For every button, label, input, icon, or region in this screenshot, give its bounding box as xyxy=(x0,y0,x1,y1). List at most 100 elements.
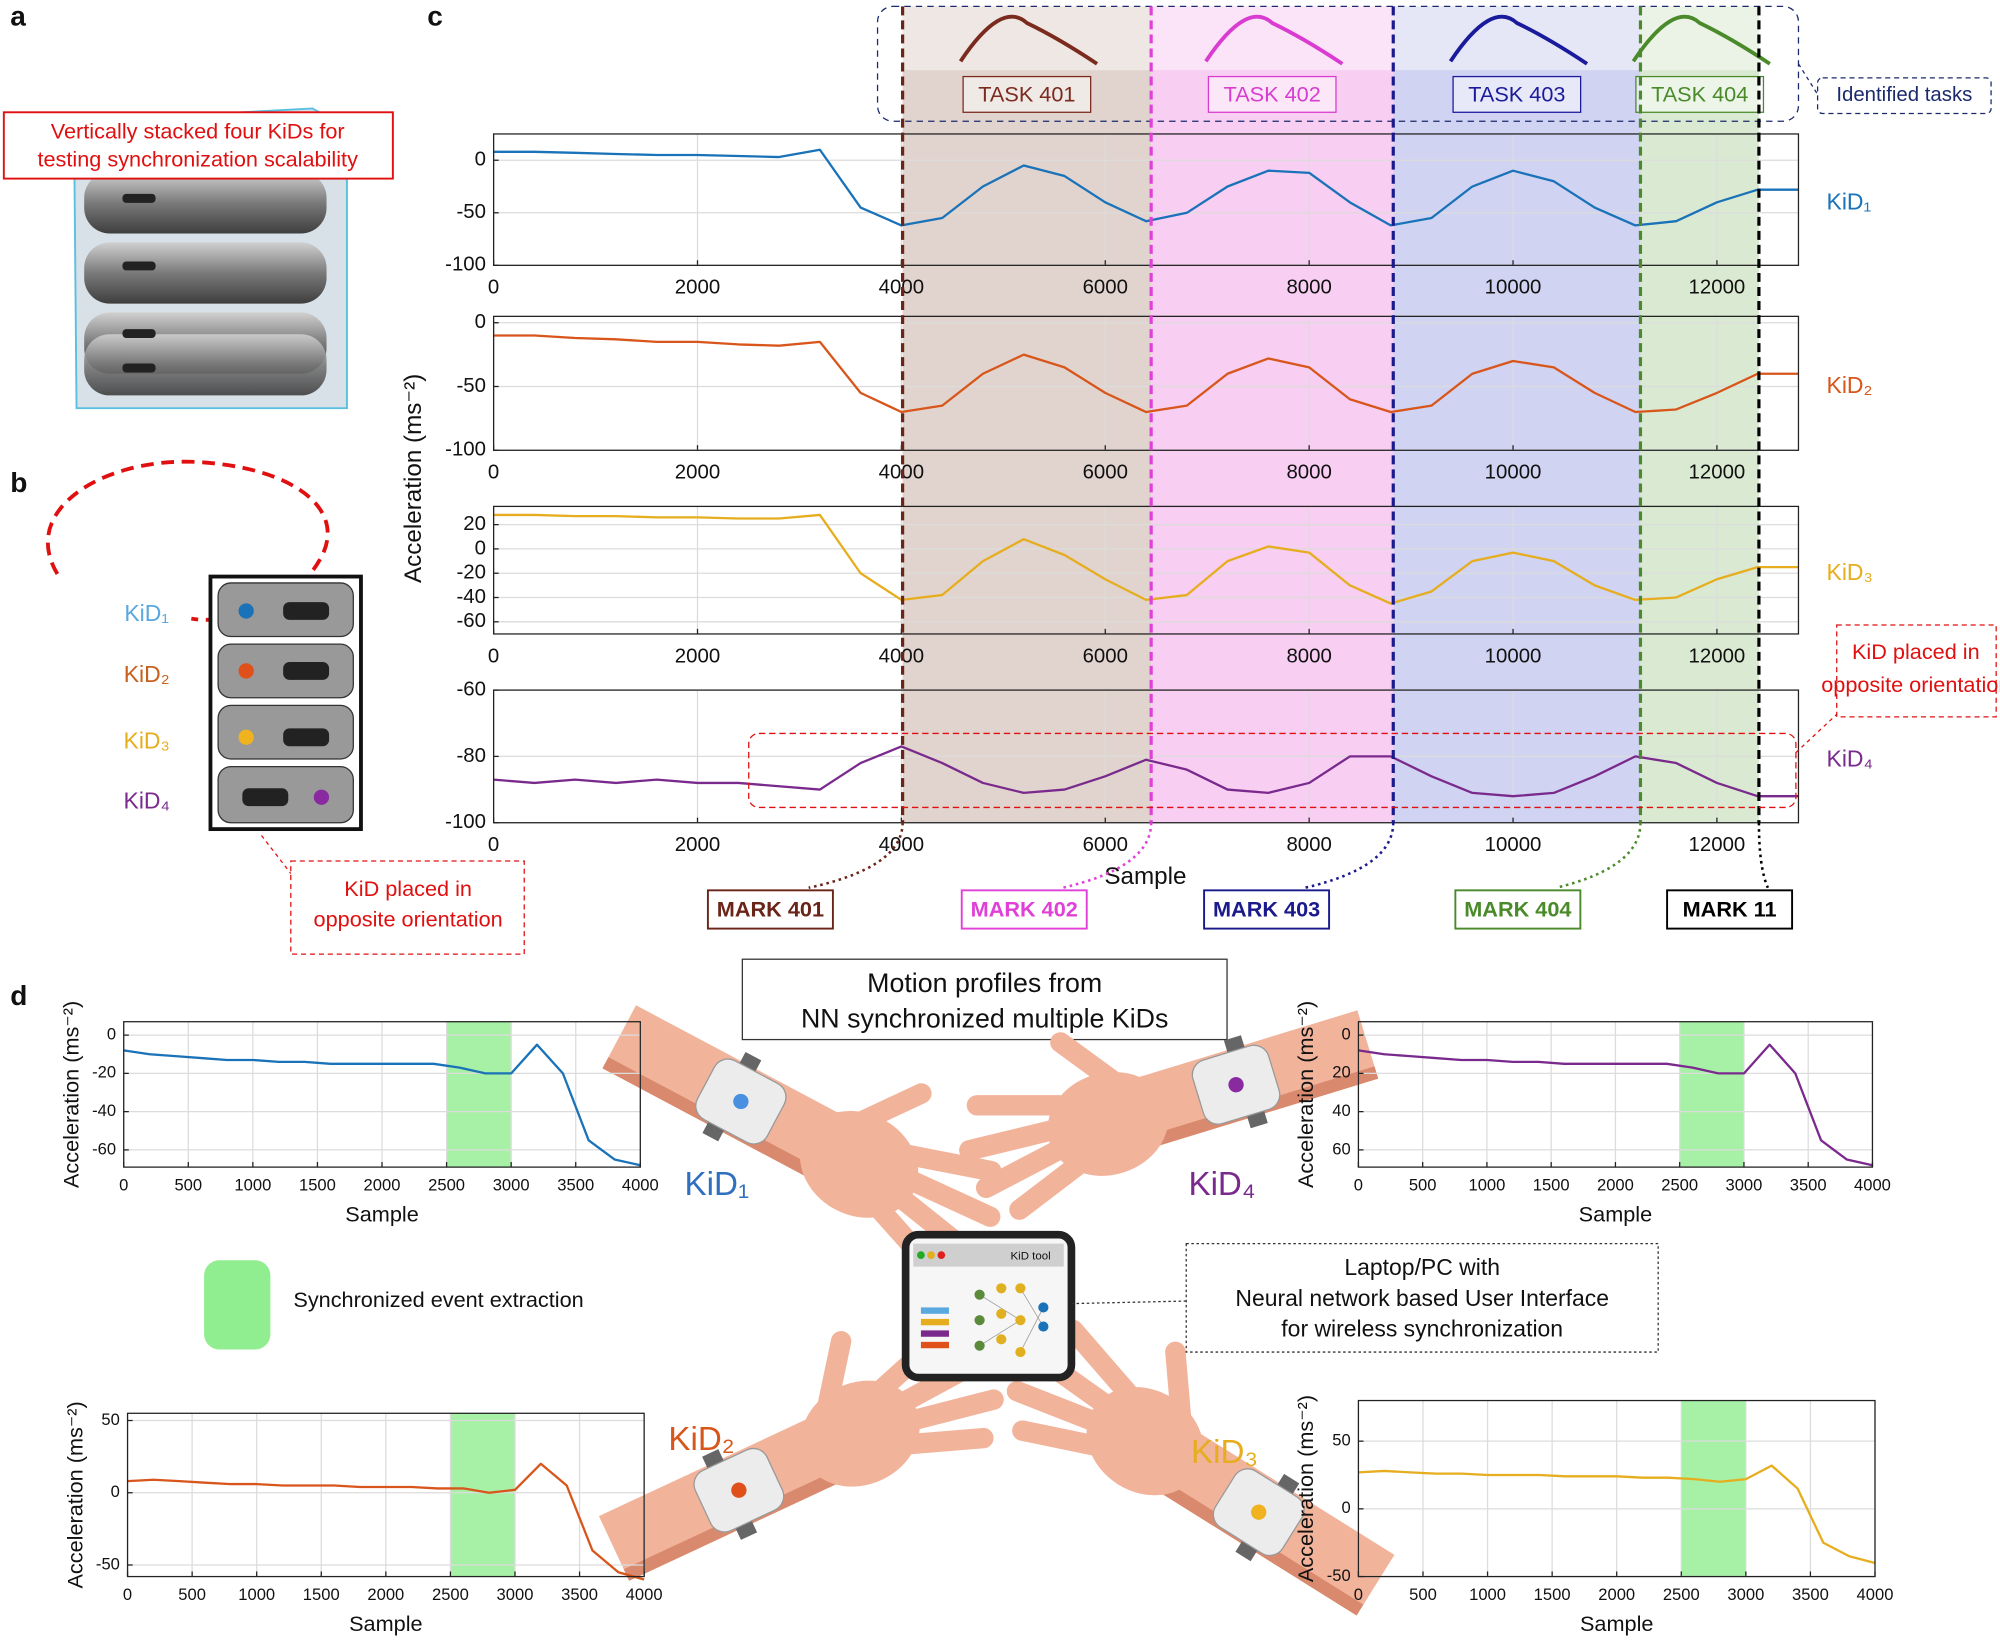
mark-connector xyxy=(1757,822,1770,889)
x-axis-label: Sample xyxy=(1104,863,1186,890)
kid-stack-illustration xyxy=(73,107,348,410)
task-label: TASK 401 xyxy=(978,81,1075,106)
series-label: KiD₃ xyxy=(1827,559,1873,585)
title: Motion profiles from xyxy=(867,968,1102,998)
series-label: KiD₄ xyxy=(1827,745,1873,771)
x-tick-label: 500 xyxy=(1409,1585,1437,1604)
x-tick-label: 1000 xyxy=(1468,1176,1505,1195)
task-curve xyxy=(958,14,1099,66)
x-tick-label: 10000 xyxy=(1485,645,1542,667)
y-tick-label: 50 xyxy=(1332,1431,1350,1450)
hand-kid4 xyxy=(947,957,1384,1219)
x-tick-label: 1000 xyxy=(238,1585,275,1604)
data-line xyxy=(493,334,1799,414)
x-tick-label: 3000 xyxy=(1725,1176,1762,1195)
x-tick-label: 8000 xyxy=(1286,645,1331,667)
x-tick-label: 6000 xyxy=(1083,645,1128,667)
tasks-label: Identified tasks xyxy=(1836,84,1972,106)
y-tick-label: -40 xyxy=(456,586,485,608)
x-tick-label: 10000 xyxy=(1485,462,1542,484)
x-tick-label: 1500 xyxy=(1533,1176,1570,1195)
legend-label: Synchronized event extraction xyxy=(293,1287,583,1312)
kid-label: KiD₃ xyxy=(124,727,170,753)
axes-frame xyxy=(1357,1021,1874,1168)
y-axis-label: Acceleration (ms⁻²) xyxy=(58,1001,83,1188)
annotation-connector xyxy=(260,835,297,881)
panel-letter: a xyxy=(10,0,26,31)
x-tick-label: 500 xyxy=(174,1176,202,1195)
highlight-band xyxy=(1679,1021,1744,1168)
mark-label: MARK 404 xyxy=(1464,896,1571,921)
y-tick-label: -60 xyxy=(92,1139,116,1158)
title: NN synchronized multiple KiDs xyxy=(801,1004,1168,1034)
x-tick-label: 12000 xyxy=(1689,462,1746,484)
x-tick-label: 4000 xyxy=(879,834,924,856)
x-axis-label: Sample xyxy=(349,1611,422,1636)
x-tick-label: 1000 xyxy=(234,1176,271,1195)
highlight-band xyxy=(446,1021,512,1168)
y-tick-label: -50 xyxy=(456,375,485,397)
annotation: testing synchronization scalability xyxy=(37,146,358,171)
y-tick-label: 0 xyxy=(475,311,486,333)
tasks-label-box xyxy=(1816,77,1992,115)
x-tick-label: 8000 xyxy=(1286,277,1331,299)
x-tick-label: 2000 xyxy=(364,1176,401,1195)
annotation-box xyxy=(290,860,525,955)
mark-box xyxy=(1666,889,1794,930)
series-label: KiD₁ xyxy=(1827,189,1872,215)
annotation-box xyxy=(2,111,394,180)
x-tick-label: 0 xyxy=(1354,1585,1363,1604)
x-tick-label: 3500 xyxy=(561,1585,598,1604)
axes-frame xyxy=(1357,1399,1876,1578)
panel-letter: d xyxy=(10,980,27,1011)
y-axis-label: Acceleration (ms⁻²) xyxy=(1293,1395,1318,1582)
mark-connector xyxy=(1304,822,1395,890)
mark-box xyxy=(1203,889,1331,930)
y-tick-label: 0 xyxy=(1342,1024,1351,1043)
mark-label: MARK 402 xyxy=(971,896,1078,921)
mark-box xyxy=(706,889,834,930)
highlight-band xyxy=(1681,1400,1746,1577)
kid-label: KiD₁ xyxy=(124,600,169,626)
hand-kid2 xyxy=(575,1291,1011,1599)
mark-label: MARK 403 xyxy=(1213,896,1320,921)
y-axis-label: Acceleration (ms⁻²) xyxy=(62,1401,87,1588)
device-note: for wireless synchronization xyxy=(1281,1315,1563,1341)
x-tick-label: 4000 xyxy=(626,1585,663,1604)
task-label: TASK 402 xyxy=(1224,81,1321,106)
x-tick-label: 3000 xyxy=(497,1585,534,1604)
task-band xyxy=(1640,6,1759,823)
x-tick-label: 3000 xyxy=(1727,1585,1764,1604)
hand-kid3 xyxy=(996,1289,1424,1633)
x-tick-label: 3500 xyxy=(1792,1585,1829,1604)
annotation: KiD placed in xyxy=(1852,639,1980,664)
data-line xyxy=(123,1043,641,1167)
connector xyxy=(1797,63,1819,95)
data-line xyxy=(493,148,1799,227)
x-tick-label: 3500 xyxy=(1790,1176,1827,1195)
y-tick-label: -20 xyxy=(456,562,485,584)
x-tick-label: 2000 xyxy=(675,645,720,667)
x-tick-label: 8000 xyxy=(1286,834,1331,856)
data-line xyxy=(127,1462,645,1581)
annotation: opposite orientation xyxy=(1821,672,2000,697)
task-label-box xyxy=(1635,75,1765,113)
x-tick-label: 8000 xyxy=(1286,462,1331,484)
task-label: TASK 404 xyxy=(1651,81,1748,106)
axes-frame xyxy=(492,133,1800,266)
y-tick-label: 0 xyxy=(111,1482,120,1501)
kid-label: KiD₄ xyxy=(124,787,170,813)
task-band xyxy=(902,6,1152,823)
y-axis-label: Acceleration (ms⁻²) xyxy=(1293,1001,1318,1188)
laptop xyxy=(901,1230,1076,1382)
mark-connector xyxy=(1555,822,1642,890)
x-tick-label: 1000 xyxy=(1469,1585,1506,1604)
mark-connector xyxy=(1062,822,1153,890)
hand-label: KiD₁ xyxy=(685,1166,750,1203)
annotation: opposite orientation xyxy=(314,907,503,932)
mark-label: MARK 401 xyxy=(717,896,824,921)
x-tick-label: 2000 xyxy=(675,462,720,484)
axes-frame xyxy=(492,315,1800,451)
x-tick-label: 1500 xyxy=(303,1585,340,1604)
